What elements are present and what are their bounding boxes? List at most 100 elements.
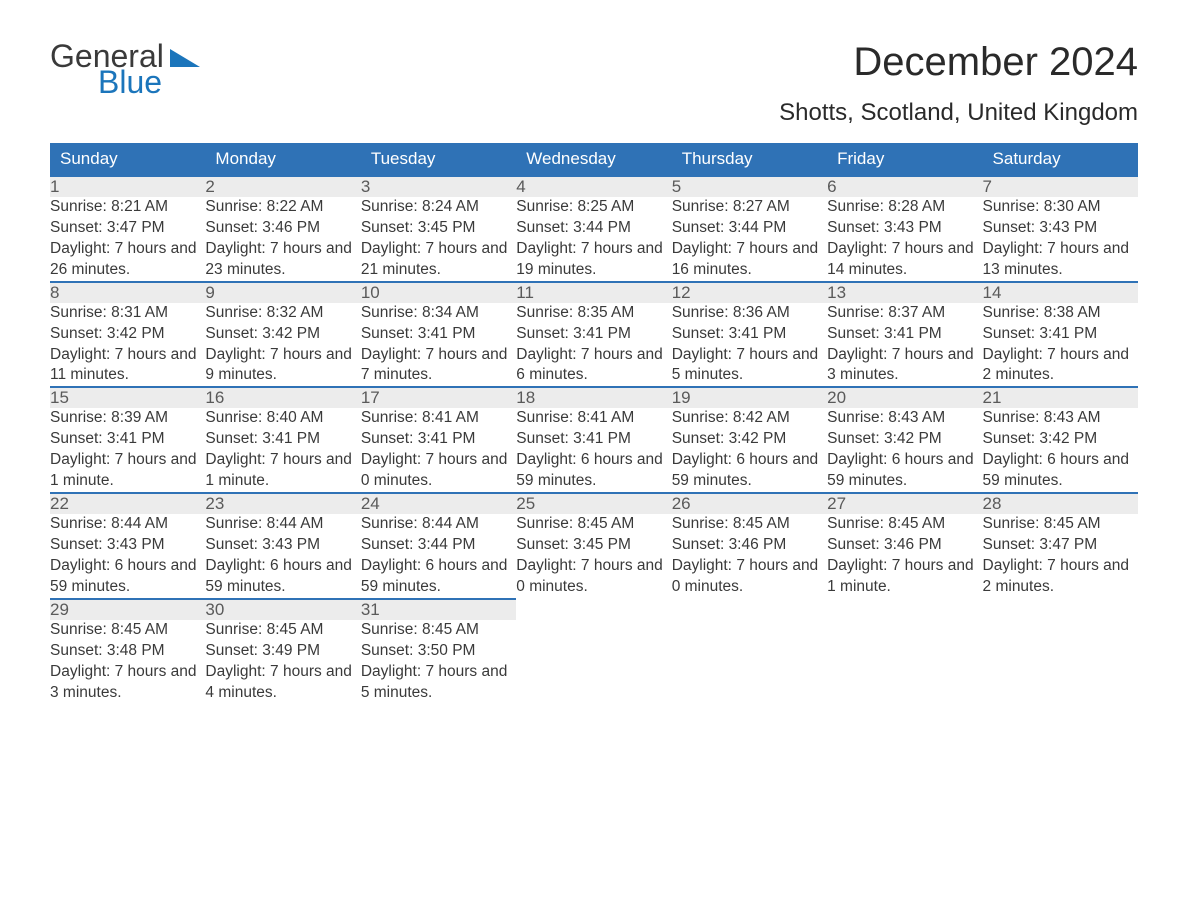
week-number-row: 1234567 bbox=[50, 176, 1138, 197]
week-body-row: Sunrise: 8:39 AMSunset: 3:41 PMDaylight:… bbox=[50, 408, 1138, 493]
day-cell: Sunrise: 8:32 AMSunset: 3:42 PMDaylight:… bbox=[205, 303, 360, 388]
sunset-line: Sunset: 3:46 PM bbox=[205, 218, 360, 239]
daylight-value: 7 hours and 3 minutes. bbox=[50, 663, 197, 701]
sunrise-line: Sunrise: 8:37 AM bbox=[827, 303, 982, 324]
day-cell: Sunrise: 8:45 AMSunset: 3:48 PMDaylight:… bbox=[50, 620, 205, 704]
sunset-value: 3:47 PM bbox=[1039, 536, 1097, 553]
sunrise-line: Sunrise: 8:43 AM bbox=[983, 408, 1138, 429]
day-cell: Sunrise: 8:28 AMSunset: 3:43 PMDaylight:… bbox=[827, 197, 982, 282]
day-cell: Sunrise: 8:45 AMSunset: 3:45 PMDaylight:… bbox=[516, 514, 671, 599]
daylight-line: Daylight: 6 hours and 59 minutes. bbox=[361, 556, 516, 598]
sunrise-line: Sunrise: 8:28 AM bbox=[827, 197, 982, 218]
sunrise-line: Sunrise: 8:24 AM bbox=[361, 197, 516, 218]
day-number: 13 bbox=[827, 282, 982, 303]
sunset-value: 3:44 PM bbox=[729, 219, 787, 236]
day-cell: Sunrise: 8:43 AMSunset: 3:42 PMDaylight:… bbox=[827, 408, 982, 493]
day-cell: Sunrise: 8:41 AMSunset: 3:41 PMDaylight:… bbox=[516, 408, 671, 493]
sunset-value: 3:41 PM bbox=[418, 325, 476, 342]
sunrise-value: 8:45 AM bbox=[267, 621, 324, 638]
sunset-line: Sunset: 3:45 PM bbox=[516, 535, 671, 556]
day-cell: Sunrise: 8:41 AMSunset: 3:41 PMDaylight:… bbox=[361, 408, 516, 493]
day-number: 3 bbox=[361, 176, 516, 197]
sunrise-value: 8:28 AM bbox=[888, 198, 945, 215]
sunset-value: 3:42 PM bbox=[1039, 430, 1097, 447]
week-number-row: 293031 bbox=[50, 599, 1138, 620]
daylight-value: 7 hours and 2 minutes. bbox=[983, 557, 1130, 595]
day-number: 19 bbox=[672, 387, 827, 408]
day-number: 4 bbox=[516, 176, 671, 197]
sunrise-line: Sunrise: 8:41 AM bbox=[361, 408, 516, 429]
sunset-value: 3:41 PM bbox=[262, 430, 320, 447]
daylight-value: 6 hours and 59 minutes. bbox=[516, 451, 663, 489]
sunrise-value: 8:34 AM bbox=[422, 304, 479, 321]
sunrise-value: 8:21 AM bbox=[111, 198, 168, 215]
day-cell: Sunrise: 8:35 AMSunset: 3:41 PMDaylight:… bbox=[516, 303, 671, 388]
sunrise-line: Sunrise: 8:45 AM bbox=[983, 514, 1138, 535]
day-number: 23 bbox=[205, 493, 360, 514]
sunrise-line: Sunrise: 8:44 AM bbox=[205, 514, 360, 535]
daylight-value: 7 hours and 5 minutes. bbox=[672, 346, 819, 384]
daylight-line: Daylight: 6 hours and 59 minutes. bbox=[672, 450, 827, 492]
sunset-line: Sunset: 3:41 PM bbox=[50, 429, 205, 450]
header: General Blue December 2024 Shotts, Scotl… bbox=[50, 40, 1138, 135]
sunset-line: Sunset: 3:41 PM bbox=[205, 429, 360, 450]
day-cell: Sunrise: 8:34 AMSunset: 3:41 PMDaylight:… bbox=[361, 303, 516, 388]
day-number: 21 bbox=[983, 387, 1138, 408]
daylight-line: Daylight: 6 hours and 59 minutes. bbox=[516, 450, 671, 492]
daylight-line: Daylight: 7 hours and 14 minutes. bbox=[827, 239, 982, 281]
empty-cell bbox=[672, 599, 827, 620]
sunset-line: Sunset: 3:42 PM bbox=[672, 429, 827, 450]
sunrise-line: Sunrise: 8:30 AM bbox=[983, 197, 1138, 218]
day-number: 24 bbox=[361, 493, 516, 514]
day-number: 14 bbox=[983, 282, 1138, 303]
day-cell: Sunrise: 8:38 AMSunset: 3:41 PMDaylight:… bbox=[983, 303, 1138, 388]
sunrise-value: 8:44 AM bbox=[422, 515, 479, 532]
sunrise-line: Sunrise: 8:45 AM bbox=[50, 620, 205, 641]
sunset-line: Sunset: 3:47 PM bbox=[983, 535, 1138, 556]
daylight-line: Daylight: 7 hours and 16 minutes. bbox=[672, 239, 827, 281]
sunset-value: 3:50 PM bbox=[418, 642, 476, 659]
sunset-line: Sunset: 3:44 PM bbox=[361, 535, 516, 556]
day-cell: Sunrise: 8:22 AMSunset: 3:46 PMDaylight:… bbox=[205, 197, 360, 282]
daylight-line: Daylight: 7 hours and 11 minutes. bbox=[50, 345, 205, 387]
calendar-header-row: SundayMondayTuesdayWednesdayThursdayFrid… bbox=[50, 143, 1138, 176]
sunset-value: 3:42 PM bbox=[884, 430, 942, 447]
sunset-value: 3:44 PM bbox=[418, 536, 476, 553]
day-number: 22 bbox=[50, 493, 205, 514]
sunrise-value: 8:32 AM bbox=[267, 304, 324, 321]
day-number: 18 bbox=[516, 387, 671, 408]
sunrise-value: 8:43 AM bbox=[888, 409, 945, 426]
sunrise-value: 8:24 AM bbox=[422, 198, 479, 215]
title-block: December 2024 Shotts, Scotland, United K… bbox=[779, 40, 1138, 135]
daylight-value: 7 hours and 0 minutes. bbox=[516, 557, 663, 595]
daylight-value: 7 hours and 14 minutes. bbox=[827, 240, 974, 278]
sunset-value: 3:47 PM bbox=[107, 219, 165, 236]
sunrise-value: 8:38 AM bbox=[1044, 304, 1101, 321]
sunset-value: 3:46 PM bbox=[884, 536, 942, 553]
sunrise-value: 8:41 AM bbox=[577, 409, 634, 426]
sunrise-value: 8:25 AM bbox=[577, 198, 634, 215]
sunset-line: Sunset: 3:46 PM bbox=[827, 535, 982, 556]
day-cell: Sunrise: 8:40 AMSunset: 3:41 PMDaylight:… bbox=[205, 408, 360, 493]
day-number: 8 bbox=[50, 282, 205, 303]
sunrise-value: 8:36 AM bbox=[733, 304, 790, 321]
sunset-line: Sunset: 3:41 PM bbox=[361, 324, 516, 345]
week-body-row: Sunrise: 8:21 AMSunset: 3:47 PMDaylight:… bbox=[50, 197, 1138, 282]
sunset-value: 3:41 PM bbox=[573, 430, 631, 447]
sunset-line: Sunset: 3:49 PM bbox=[205, 641, 360, 662]
sunrise-value: 8:45 AM bbox=[733, 515, 790, 532]
daylight-value: 6 hours and 59 minutes. bbox=[827, 451, 974, 489]
sunrise-line: Sunrise: 8:35 AM bbox=[516, 303, 671, 324]
sunset-line: Sunset: 3:46 PM bbox=[672, 535, 827, 556]
empty-cell bbox=[983, 620, 1138, 704]
daylight-line: Daylight: 7 hours and 6 minutes. bbox=[516, 345, 671, 387]
day-number: 15 bbox=[50, 387, 205, 408]
sunset-line: Sunset: 3:43 PM bbox=[827, 218, 982, 239]
day-number: 28 bbox=[983, 493, 1138, 514]
daylight-line: Daylight: 7 hours and 13 minutes. bbox=[983, 239, 1138, 281]
sunrise-line: Sunrise: 8:27 AM bbox=[672, 197, 827, 218]
daylight-line: Daylight: 7 hours and 3 minutes. bbox=[827, 345, 982, 387]
sunset-value: 3:46 PM bbox=[262, 219, 320, 236]
daylight-value: 7 hours and 21 minutes. bbox=[361, 240, 508, 278]
sunset-line: Sunset: 3:43 PM bbox=[50, 535, 205, 556]
